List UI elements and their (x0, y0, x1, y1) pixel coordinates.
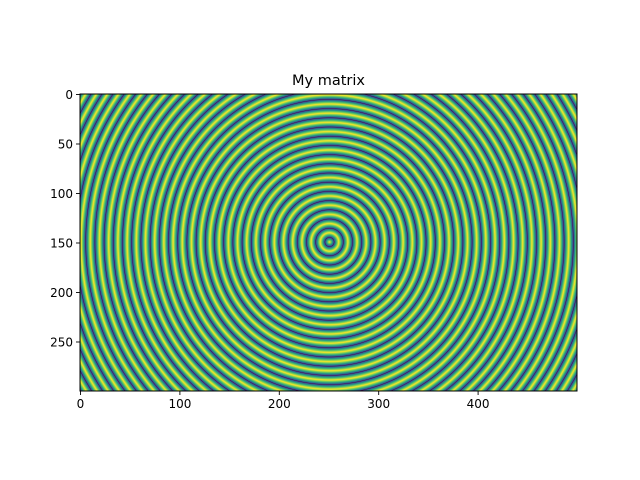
x-tick-label: 300 (367, 397, 390, 411)
chart-title: My matrix (292, 73, 365, 89)
y-tick-label: 150 (50, 236, 73, 250)
heatmap-image (80, 94, 577, 391)
y-tick-label: 250 (50, 335, 73, 349)
y-tick-label: 50 (58, 137, 73, 151)
x-tick-label: 0 (77, 397, 85, 411)
x-tick-label: 400 (467, 397, 490, 411)
y-tick-label: 100 (50, 187, 73, 201)
y-tick-label: 0 (65, 88, 73, 102)
x-tick-label: 100 (168, 397, 191, 411)
axes-frame (79, 93, 578, 392)
x-tick-label: 200 (268, 397, 291, 411)
x-axis: 0 100 200 300 400 (77, 391, 490, 411)
heatmap-rings (80, 94, 577, 391)
y-tick-label: 200 (50, 286, 73, 300)
y-axis: 0 50 100 150 200 250 (50, 88, 80, 349)
